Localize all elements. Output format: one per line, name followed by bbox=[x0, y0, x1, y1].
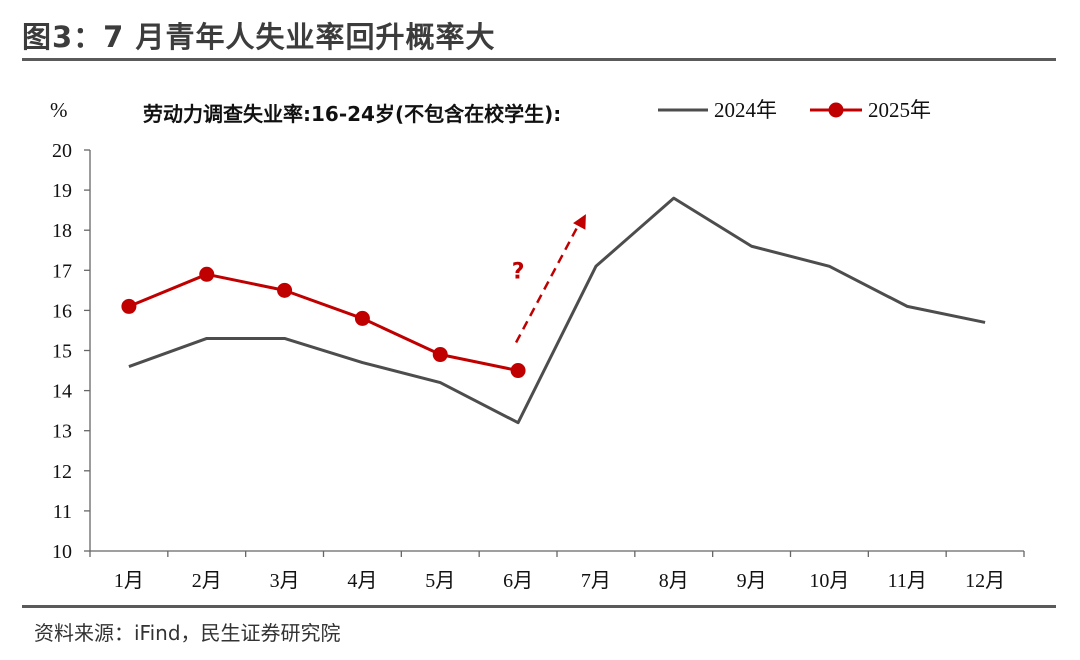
x-tick-label: 9月 bbox=[737, 570, 767, 592]
y-tick-label: 17 bbox=[52, 260, 72, 282]
title-divider bbox=[22, 58, 1056, 61]
data-point bbox=[354, 310, 370, 326]
x-tick-label: 3月 bbox=[270, 570, 300, 592]
y-axis-unit: % bbox=[50, 98, 68, 122]
source-divider bbox=[22, 605, 1056, 608]
y-tick-label: 11 bbox=[53, 501, 72, 523]
line-chart: % 劳动力调查失业率:16-24岁(不包含在校学生): 2024年 2025年 1… bbox=[50, 98, 1025, 592]
legend-label-2025: 2025年 bbox=[868, 98, 931, 122]
y-tick-label: 10 bbox=[52, 541, 72, 563]
x-tick-label: 8月 bbox=[659, 570, 689, 592]
data-point bbox=[510, 363, 526, 379]
legend-label-2024: 2024年 bbox=[714, 98, 777, 122]
chart-title: 劳动力调查失业率:16-24岁(不包含在校学生): bbox=[143, 102, 561, 126]
y-tick-label: 12 bbox=[52, 461, 72, 483]
source-note: 资料来源：iFind，民生证券研究院 bbox=[34, 621, 341, 645]
data-point bbox=[277, 282, 293, 298]
x-tick-label: 1月 bbox=[114, 570, 144, 592]
series-line-2025年 bbox=[128, 272, 519, 373]
y-tick-label: 15 bbox=[52, 341, 72, 363]
trend-arrow-head bbox=[573, 214, 586, 230]
data-point bbox=[199, 266, 215, 282]
data-point bbox=[432, 347, 448, 363]
y-tick-label: 14 bbox=[52, 381, 72, 403]
annotation-question-mark: ? bbox=[512, 259, 525, 284]
data-point bbox=[121, 298, 137, 314]
x-tick-label: 6月 bbox=[503, 570, 533, 592]
figure-title: 图3：7 月青年人失业率回升概率大 bbox=[22, 20, 496, 54]
x-tick-label: 12月 bbox=[965, 570, 1005, 592]
y-tick-label: 18 bbox=[52, 220, 72, 242]
x-tick-label: 2月 bbox=[192, 570, 222, 592]
series-line-2024年 bbox=[128, 196, 986, 425]
legend-marker-2025 bbox=[828, 102, 844, 118]
y-tick-label: 20 bbox=[52, 140, 72, 162]
x-tick-label: 11月 bbox=[888, 570, 927, 592]
legend: 2024年 2025年 bbox=[658, 98, 931, 122]
x-tick-label: 7月 bbox=[581, 570, 611, 592]
trend-arrow-line bbox=[514, 221, 582, 344]
y-tick-label: 16 bbox=[52, 300, 72, 322]
annotation-layer: ? bbox=[512, 214, 586, 344]
y-tick-label: 19 bbox=[52, 180, 72, 202]
y-tick-label: 13 bbox=[52, 421, 72, 443]
x-tick-label: 5月 bbox=[425, 570, 455, 592]
series-layer bbox=[121, 196, 986, 425]
axes: 10 11 12 13 14 15 16 17 18 19 20 1月 2月 3月 4月 5月 6月 7月 8月 9月… bbox=[52, 140, 1025, 592]
x-tick-label: 4月 bbox=[347, 570, 377, 592]
x-tick-label: 10月 bbox=[809, 570, 849, 592]
